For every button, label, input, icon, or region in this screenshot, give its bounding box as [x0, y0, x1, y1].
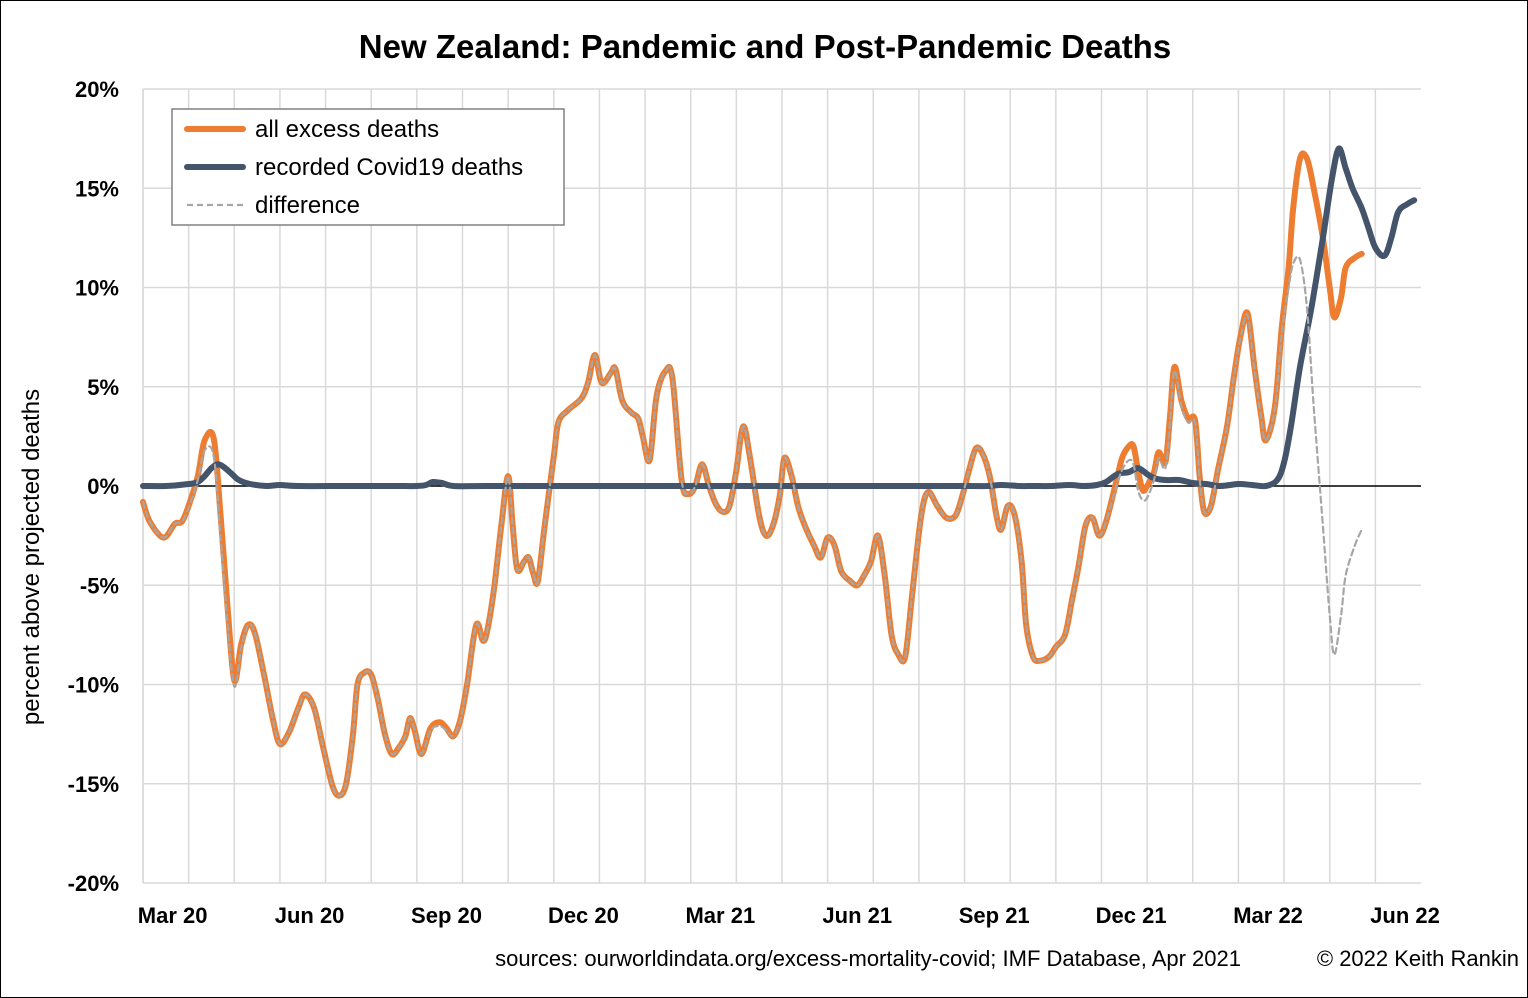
y-tick-label: 10%	[75, 276, 119, 301]
x-tick-label: Sep 21	[959, 903, 1030, 928]
copyright-note: © 2022 Keith Rankin	[1317, 946, 1519, 971]
x-tick-label: Mar 22	[1233, 903, 1303, 928]
x-tick-label: Dec 21	[1096, 903, 1167, 928]
y-tick-label: 0%	[87, 474, 119, 499]
series-difference	[141, 255, 1363, 797]
legend-item-all-excess-deaths-label: all excess deaths	[255, 116, 439, 143]
chart-title-country: New Zealand	[359, 28, 561, 65]
series-recorded-covid19-deaths	[140, 145, 1418, 490]
x-tick-label: Dec 20	[548, 903, 619, 928]
y-tick-label: -5%	[80, 573, 119, 598]
chart-title: New Zealand: Pandemic and Post-Pandemic …	[359, 28, 1171, 65]
chart-title-rest: : Pandemic and Post-Pandemic Deaths	[561, 28, 1172, 65]
y-tick-label: -10%	[68, 673, 119, 698]
x-tick-label: Mar 20	[138, 903, 208, 928]
x-tick-label: Sep 20	[411, 903, 482, 928]
y-tick-label: -15%	[68, 772, 119, 797]
legend-item-difference-label: difference	[255, 192, 360, 219]
y-tick-label: 5%	[87, 375, 119, 400]
legend-item-recorded-covid19-deaths-label: recorded Covid19 deaths	[255, 154, 523, 181]
y-axis-label: percent above projected deaths	[18, 389, 45, 725]
y-axis-tick-labels: 20% 15% 10% 5% 0% -5% -10% -15% -20%	[68, 77, 119, 896]
sources-note: sources: ourworldindata.org/excess-morta…	[495, 946, 1241, 971]
x-tick-label: Mar 21	[685, 903, 755, 928]
series-lines	[140, 145, 1418, 799]
x-tick-label: Jun 20	[275, 903, 345, 928]
x-axis-tick-labels: Mar 20 Jun 20 Sep 20 Dec 20 Mar 21 Jun 21 Sep …	[138, 903, 1440, 928]
x-tick-label: Jun 22	[1370, 903, 1440, 928]
y-tick-label: 20%	[75, 77, 119, 102]
legend: all excess deaths recorded Covid19 deaths…	[171, 108, 565, 226]
y-tick-label: -20%	[68, 871, 119, 896]
x-tick-label: Jun 21	[822, 903, 892, 928]
y-tick-label: 15%	[75, 176, 119, 201]
